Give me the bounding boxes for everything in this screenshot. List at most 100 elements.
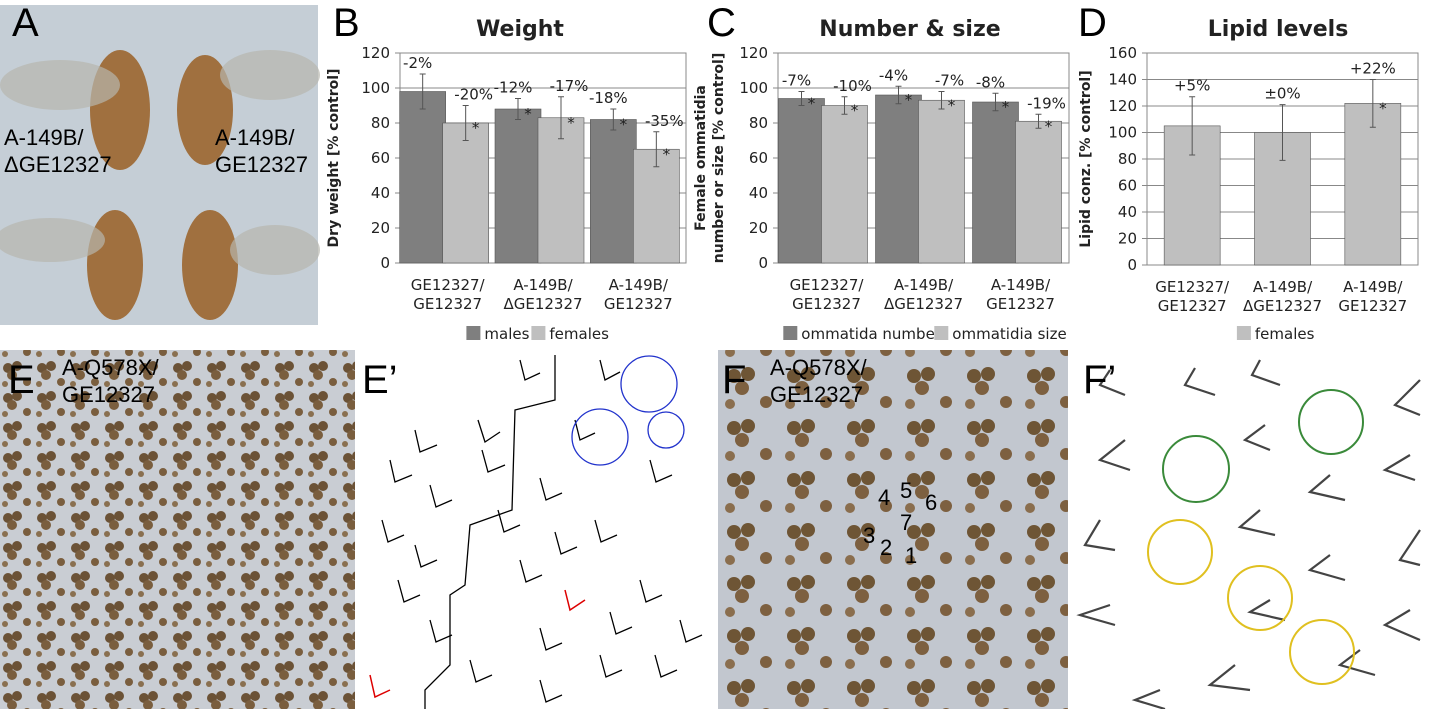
y-axis-label: Female ommatidia number or size [% contro…	[693, 53, 727, 263]
value-annotation: +5%	[1174, 77, 1210, 95]
legend-swatch	[934, 326, 949, 340]
x-tick-label: A-149B/GE12327	[986, 276, 1055, 313]
genotype-label: A-149B/GE12327	[215, 125, 308, 177]
y-tick-label: 40	[371, 184, 390, 202]
y-tick-label: 0	[380, 254, 390, 272]
value-annotation: -7%	[782, 72, 811, 90]
value-annotation: -35%	[645, 112, 684, 130]
legend-swatch	[1236, 326, 1251, 340]
error-bar	[1189, 96, 1196, 156]
x-tick-label: GE12327/GE12327	[790, 276, 865, 313]
flies	[0, 50, 320, 320]
error-bar	[1279, 104, 1286, 161]
x-tick-label: A-149B/ΔGE12327	[884, 276, 963, 313]
significance-star: *	[620, 116, 628, 134]
panel-label: C	[707, 1, 736, 45]
ommatidia-drawing-e	[381, 355, 703, 709]
y-tick-label: 20	[1118, 230, 1137, 248]
bar	[875, 94, 922, 264]
bar	[1015, 120, 1062, 264]
y-tick-label: 120	[361, 44, 390, 62]
photo-f	[718, 350, 1068, 709]
value-annotation: -20%	[454, 86, 493, 104]
y-axis-label: Lipid conz. [% control]	[1078, 70, 1094, 247]
value-annotation: -10%	[833, 77, 872, 95]
bar	[1344, 103, 1402, 266]
y-tick-label: 60	[371, 149, 390, 167]
value-annotation: -7%	[935, 72, 964, 90]
significance-star: *	[851, 102, 859, 120]
legend-label: ommatidia size	[952, 325, 1066, 343]
error-bar	[1035, 113, 1042, 129]
error-bar	[653, 131, 660, 168]
y-tick-label: 120	[1108, 97, 1137, 115]
chart-title: Lipid levels	[1208, 17, 1349, 42]
y-tick-label: 40	[1118, 203, 1137, 221]
legend-label: ommatida number	[801, 325, 941, 343]
circles-f	[1147, 389, 1364, 685]
panel-label: E	[8, 358, 35, 402]
x-tick-label: GE12327/GE12327	[411, 276, 486, 313]
photoreceptor-number: 1	[905, 543, 917, 568]
bar	[442, 122, 489, 264]
bar	[590, 119, 637, 264]
significance-star: *	[948, 96, 956, 114]
error-bar	[610, 108, 617, 131]
panel-label: B	[333, 1, 360, 45]
y-axis-label: Dry weight [% control]	[326, 69, 342, 248]
photoreceptor-numbers: 1 2 3 4 5 6 7	[863, 478, 937, 568]
value-annotation: -4%	[879, 66, 908, 84]
y-tick-label: 40	[749, 184, 768, 202]
bar	[494, 108, 542, 264]
bar	[633, 148, 680, 264]
panel-label: F’	[1083, 358, 1116, 402]
error-bar	[895, 85, 902, 105]
significance-star: *	[1002, 98, 1010, 116]
panel-label: E’	[362, 358, 398, 402]
value-annotation: -19%	[1027, 94, 1066, 112]
legend-swatch	[531, 326, 546, 340]
legend-swatch	[783, 326, 798, 340]
bar	[821, 105, 868, 264]
photoreceptor-number: 5	[900, 478, 912, 503]
y-tick-label: 100	[1108, 124, 1137, 142]
bar	[778, 98, 825, 264]
legend-swatch	[466, 326, 481, 340]
significance-star: *	[567, 114, 575, 132]
photoreceptor-number: 3	[863, 523, 875, 548]
chart-title: Number & size	[819, 17, 1000, 42]
y-tick-label: 100	[739, 79, 768, 97]
error-bar	[938, 91, 945, 110]
photoreceptor-number: 2	[880, 535, 892, 560]
error-bar	[992, 92, 999, 112]
ommatidia-drawing-f	[1076, 359, 1421, 709]
x-tick-label: A-149B/GE12327	[1338, 278, 1407, 315]
error-bar	[419, 73, 426, 110]
y-tick-label: 60	[1118, 177, 1137, 195]
y-tick-label: 140	[1108, 71, 1137, 89]
significance-star: *	[905, 91, 913, 109]
y-tick-label: 0	[758, 254, 768, 272]
photoreceptor-number: 4	[878, 485, 890, 510]
panel-label: A	[12, 1, 39, 45]
y-tick-label: 160	[1108, 44, 1137, 62]
error-bar	[515, 98, 521, 120]
significance-star: *	[1045, 117, 1053, 135]
error-bar	[1369, 79, 1376, 128]
chart-title: Weight	[476, 17, 564, 42]
error-bar	[558, 96, 564, 140]
significance-star: *	[472, 119, 480, 137]
y-tick-label: 120	[739, 44, 768, 62]
x-tick-label: A-149B/GE12327	[604, 276, 673, 313]
legend-label: males	[484, 325, 529, 343]
y-tick-label: 80	[749, 114, 768, 132]
significance-star: *	[524, 105, 532, 123]
bar	[537, 117, 585, 264]
value-annotation: -12%	[494, 79, 533, 97]
x-tick-label: A-149B/ΔGE12327	[1243, 278, 1322, 315]
significance-star: *	[663, 145, 671, 163]
value-annotation: ±0%	[1264, 85, 1300, 103]
y-tick-label: 0	[1127, 256, 1137, 274]
error-bar	[462, 105, 469, 141]
